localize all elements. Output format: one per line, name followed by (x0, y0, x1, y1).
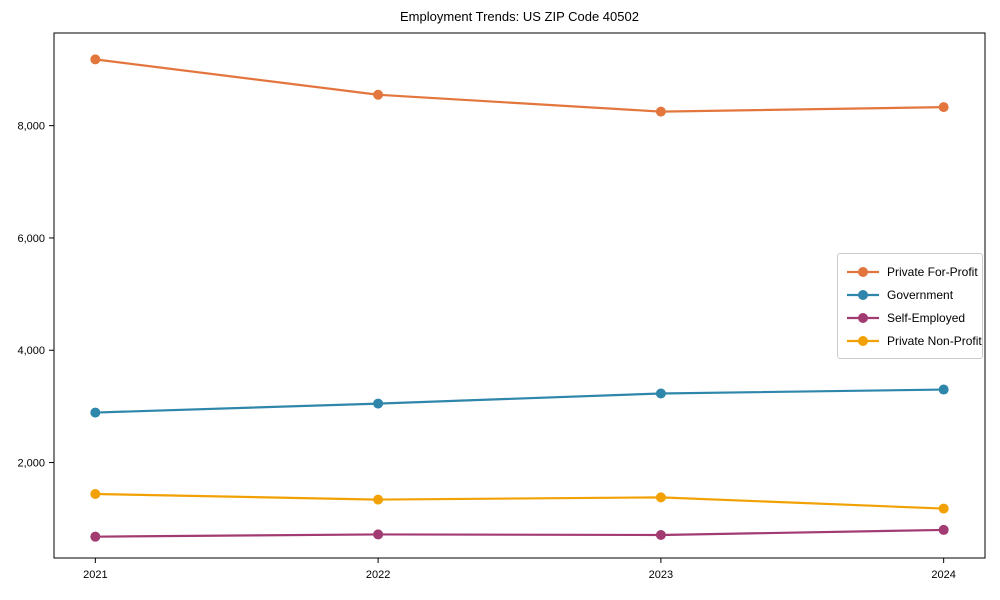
legend-line-marker-icon (847, 312, 879, 323)
point-self-employed-2022 (373, 529, 384, 540)
plot-border (53, 32, 986, 559)
line-private-for-profit (94, 58, 945, 113)
y-tick-label: 8,000 (17, 121, 45, 133)
point-private-for-profit-2021 (90, 54, 101, 65)
point-government-2024 (938, 384, 949, 395)
y-tick-label: 6,000 (17, 233, 45, 245)
point-private-non-profit-2024 (938, 503, 949, 514)
legend-line-marker-icon (847, 289, 879, 300)
legend: Private For-Profit Government Self-Employe… (837, 253, 983, 359)
point-self-employed-2024 (938, 524, 949, 535)
y-tick-label: 2,000 (17, 458, 45, 470)
legend-entry-private-non-profit: Private Non-Profit (846, 329, 982, 352)
point-private-for-profit-2024 (938, 102, 949, 113)
legend-entry-private-for-profit: Private For-Profit (846, 260, 978, 283)
point-self-employed-2021 (90, 531, 101, 542)
chart-title: Employment Trends: US ZIP Code 40502 (400, 9, 639, 24)
line-private-non-profit (94, 492, 945, 510)
legend-label: Private Non-Profit (887, 333, 982, 348)
legend-line-marker-icon (847, 335, 879, 346)
point-private-for-profit-2022 (373, 89, 384, 100)
legend-line-marker-icon (847, 266, 879, 277)
legend-label: Private For-Profit (887, 264, 978, 279)
line-self-employed (94, 528, 945, 538)
point-private-non-profit-2023 (655, 492, 666, 503)
legend-label: Government (887, 287, 954, 302)
legend-label: Self-Employed (887, 310, 966, 325)
point-government-2021 (90, 407, 101, 418)
x-tick-label: 2023 (649, 569, 673, 581)
x-tick-label: 2022 (366, 569, 390, 581)
point-self-employed-2023 (655, 529, 666, 540)
x-tick-label: 2024 (931, 569, 955, 581)
y-tick-label: 4,000 (17, 345, 45, 357)
point-private-for-profit-2023 (655, 106, 666, 117)
point-government-2023 (655, 388, 666, 399)
x-tick-label: 2021 (83, 569, 107, 581)
point-private-non-profit-2021 (90, 488, 101, 499)
point-private-non-profit-2022 (373, 494, 384, 505)
point-government-2022 (373, 398, 384, 409)
legend-entry-government: Government (846, 283, 974, 306)
legend-entry-self-employed: Self-Employed (846, 306, 974, 329)
line-government (94, 388, 945, 414)
